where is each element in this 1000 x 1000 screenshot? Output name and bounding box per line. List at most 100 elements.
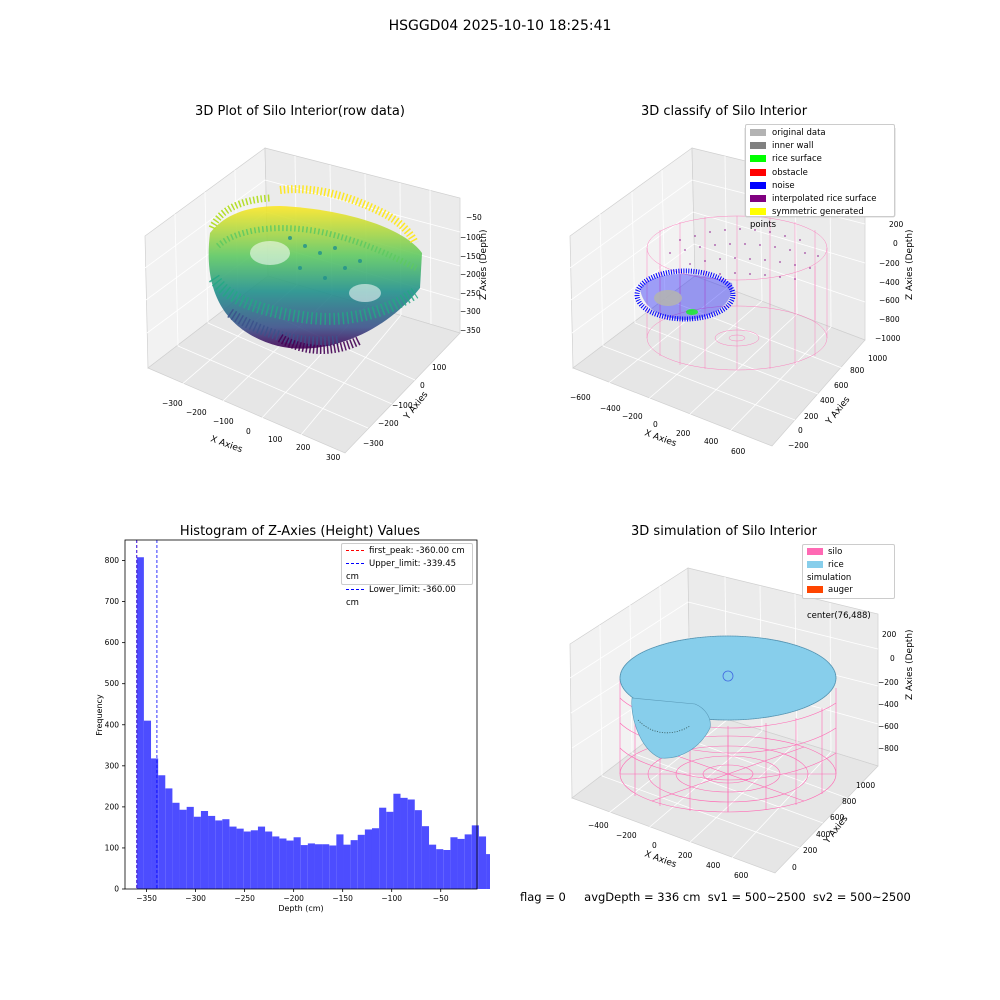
- plot4-xtick: 200: [678, 851, 693, 860]
- histogram-bar: [450, 837, 458, 889]
- plot4-xlabel: X Axies: [643, 849, 678, 870]
- plot2-ztick: −400: [879, 278, 900, 287]
- histogram-xtick-label: −200: [283, 894, 304, 903]
- legend-item: first_peak: -360.00 cm: [346, 545, 468, 558]
- histogram-ytick-label: 0: [114, 885, 119, 894]
- plot2-ytick: 400: [820, 396, 835, 405]
- plot1-ytick: 0: [420, 381, 425, 390]
- histogram-bar: [293, 837, 301, 889]
- plot4-ztick: −600: [878, 722, 899, 731]
- plot4-ytick: 400: [816, 830, 831, 839]
- legend-label: inner wall: [772, 141, 814, 152]
- plot1-xlabel: X Axies: [209, 434, 244, 455]
- plot4-ztick: −200: [878, 678, 899, 687]
- plot1-title: 3D Plot of Silo Interior(row data): [195, 104, 405, 119]
- histogram-bar: [379, 807, 387, 889]
- histogram-xtick-label: −100: [381, 894, 402, 903]
- histogram-lines: [136, 540, 158, 889]
- legend-label: silo: [828, 547, 843, 557]
- plot2-ztick: 0: [893, 239, 898, 248]
- histogram-bar: [143, 720, 152, 889]
- histogram-bar: [322, 844, 330, 889]
- plot4-ztick: −400: [878, 700, 899, 709]
- histogram-bar: [307, 843, 315, 889]
- status-avg-depth: avgDepth = 336 cm: [584, 890, 701, 904]
- legend-label: noise: [772, 180, 795, 191]
- histogram-bar: [343, 844, 351, 889]
- plot2-xlabel: X Axies: [643, 428, 678, 449]
- plot2-legend-box: original data inner wall rice surface ob…: [745, 124, 895, 230]
- histogram-frame: [124, 539, 478, 890]
- plot4-ytick: 200: [803, 846, 818, 855]
- histogram-bar: [229, 826, 237, 889]
- histogram-bar: [386, 811, 394, 889]
- plot4-legend-box: silo rice simulation auger center(76,488…: [802, 544, 895, 621]
- histogram-bar: [257, 826, 266, 889]
- plot2-xtick: −200: [622, 412, 643, 421]
- histogram-ytick-label: 100: [105, 843, 120, 852]
- histogram-bar: [407, 799, 415, 889]
- legend-item: original data: [750, 127, 890, 140]
- legend-item: auger: [807, 584, 890, 597]
- plot1-ytick: 100: [432, 363, 447, 372]
- plot4-zlabel: Z Axies (Depth): [905, 629, 915, 700]
- legend-swatch: [750, 129, 766, 136]
- plot2-ztick: −200: [879, 259, 900, 268]
- plot2-zlabel: Z Axies (Depth): [905, 229, 915, 300]
- plot2-ztick: 200: [889, 220, 904, 229]
- figure-title: HSGGD04 2025-10-10 18:25:41: [388, 18, 612, 34]
- histogram-bar: [314, 844, 323, 889]
- plot1-scatter-3d: −300 −200 −100 0 100 200 300 X Axies −30…: [144, 147, 489, 462]
- histogram-bar: [336, 834, 344, 889]
- status-sv2: sv2 = 500~2500: [812, 890, 911, 904]
- legend-label: rice surface: [772, 154, 822, 165]
- legend-swatch: [750, 208, 766, 216]
- plot2-silo-wireframe: [646, 215, 828, 371]
- histogram-xtick-label: −300: [185, 894, 206, 903]
- plot4-simulation-3d: −400 −200 0 200 400 600 X Axies 0 200 40…: [569, 567, 915, 880]
- legend-label: auger: [828, 585, 853, 596]
- plot4-ytick: 600: [830, 813, 845, 822]
- plot1-xtick: −200: [186, 408, 207, 417]
- legend-item: Lower_limit: -360.00 cm: [346, 584, 468, 610]
- histogram-bar: [286, 840, 294, 889]
- legend-label: Upper_limit: -339.45 cm: [346, 559, 457, 582]
- plot1-xtick: −100: [213, 417, 234, 426]
- legend-line: [346, 589, 364, 590]
- legend-item: rice surface: [750, 153, 890, 166]
- legend-swatch: [807, 548, 823, 555]
- legend-swatch: [750, 155, 766, 163]
- histogram-ylabel: Frequency: [95, 694, 104, 736]
- plot3-histogram: −350 −300 −250 −200 −150 −100 −50 0 100 200 300 40…: [95, 539, 490, 913]
- plot2-title: 3D classify of Silo Interior: [640, 104, 808, 119]
- plot2-xtick: −400: [600, 404, 621, 413]
- plot4-center-marker: [722, 670, 734, 682]
- plot1-ztick: −200: [460, 270, 481, 279]
- histogram-bar: [471, 825, 479, 889]
- status-line: flag = 0 avgDepth = 336 cm sv1 = 500~250…: [520, 890, 911, 904]
- histogram-bar: [300, 845, 308, 889]
- histogram-bar: [250, 830, 258, 889]
- plot3-legend-box: first_peak: -360.00 cm Upper_limit: -339…: [341, 543, 473, 608]
- plot2-interpolated-surface: [669, 228, 819, 280]
- histogram-ytick-label: 300: [105, 761, 120, 770]
- plot4-xtick: 400: [706, 861, 721, 870]
- legend-label: first_peak: -360.00 cm: [369, 546, 465, 556]
- plot1-xtick: 0: [246, 427, 251, 436]
- histogram-bar: [208, 815, 216, 889]
- plot2-ztick: −1000: [875, 334, 901, 343]
- legend-item: Upper_limit: -339.45 cm: [346, 558, 468, 584]
- histogram-xtick-label: −50: [433, 894, 449, 903]
- legend-label: symmetric generated points: [750, 207, 864, 231]
- histogram-bar: [393, 793, 401, 889]
- histogram-bar: [243, 831, 251, 889]
- histogram-bar: [371, 828, 380, 889]
- histogram-yticks: 0 100 200 300 400 500 600 700 800: [105, 556, 125, 894]
- legend-item: silo: [807, 546, 890, 559]
- histogram-xtick-label: −250: [234, 894, 255, 903]
- plot1-xtick: 200: [296, 443, 311, 452]
- legend-label: rice simulation: [807, 559, 852, 583]
- plot1-ytick: −300: [363, 439, 384, 448]
- plot2-xtick: 600: [731, 447, 746, 456]
- plot1-ytick: −100: [392, 401, 413, 410]
